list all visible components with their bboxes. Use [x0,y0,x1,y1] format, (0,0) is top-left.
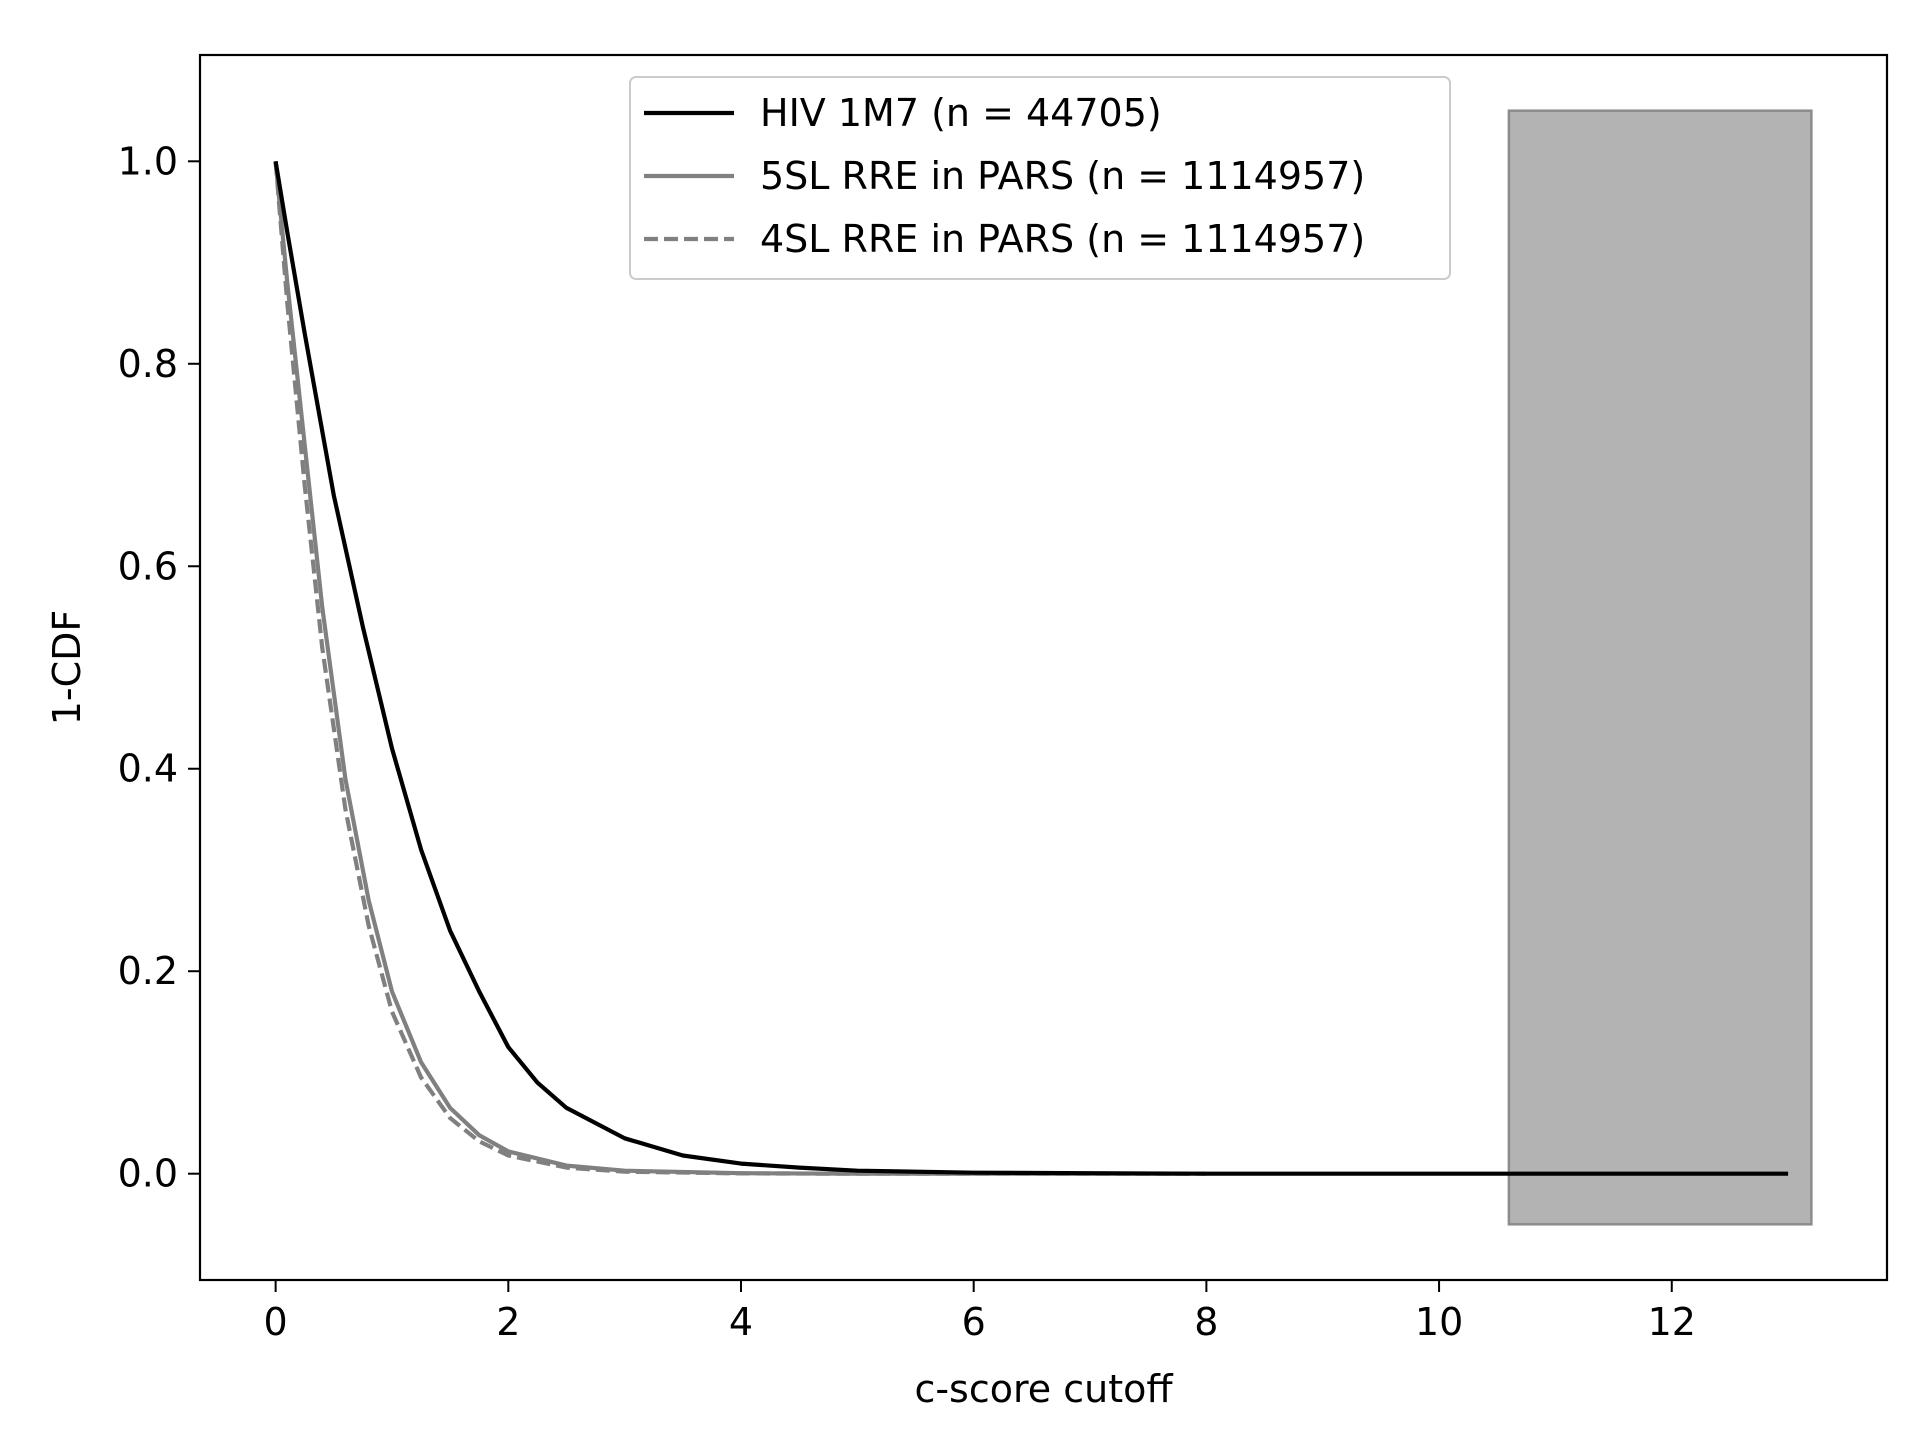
series-line-1 [273,160,1789,1176]
y-tick-label: 0.4 [118,747,178,791]
series-layer [273,160,1789,1176]
legend: HIV 1M7 (n = 44705) 5SL RRE in PARS (n = … [629,76,1451,280]
y-tick-label: 1.0 [118,139,178,183]
y-tick-label: 0.6 [118,544,178,588]
y-axis-ticks: 0.0 0.2 0.4 0.6 0.8 1.0 [118,139,200,1196]
x-tick-label: 12 [1648,1300,1696,1344]
legend-label-2: 5SL RRE in PARS (n = 1114957) [760,154,1365,198]
shaded-region-layer [1507,109,1813,1226]
x-tick-label: 2 [496,1300,520,1344]
y-tick-label: 0.8 [118,342,178,386]
shaded-region [1507,109,1813,1226]
x-tick-label: 4 [729,1300,753,1344]
x-tick-label: 8 [1194,1300,1218,1344]
plot-frame [198,53,1889,1282]
x-tick-label: 10 [1415,1300,1463,1344]
legend-label-3: 4SL RRE in PARS (n = 1114957) [760,217,1365,261]
legend-box [629,76,1451,280]
series-line-2 [273,161,1189,1176]
legend-label-1: HIV 1M7 (n = 44705) [760,91,1162,135]
x-tick-label: 6 [962,1300,986,1344]
x-axis-title: c-score cutoff [914,1367,1173,1411]
y-tick-label: 0.2 [118,949,178,993]
x-axis-ticks: 0 2 4 6 8 10 12 [264,1280,1696,1344]
y-tick-label: 0.0 [118,1152,178,1196]
x-tick-label: 0 [264,1300,288,1344]
y-axis-title: 1-CDF [45,610,89,726]
